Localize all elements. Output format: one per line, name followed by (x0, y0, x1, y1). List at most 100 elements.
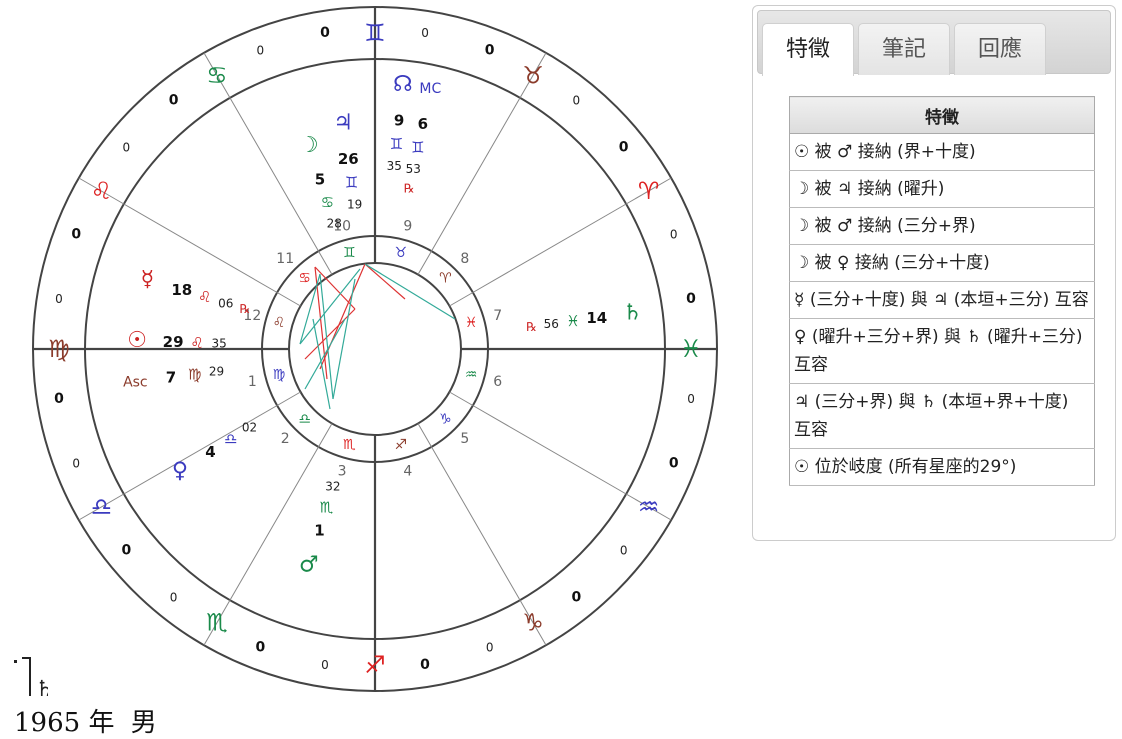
north-node-minutes: 35 (387, 159, 402, 173)
ascendant-degree: 7 (166, 369, 176, 387)
saturn-sign-icon: ♓ (566, 312, 579, 330)
sun-sign-icon: ♌ (190, 334, 203, 352)
house-cusp-line (123, 405, 278, 495)
cusp-degree: 0 (122, 141, 130, 155)
sign-glyph-icon: ♎ (91, 493, 113, 521)
table-row: ☽ 被 ♂ 接納 (三分+界) (789, 207, 1095, 245)
mc-icon: MC (419, 81, 441, 97)
aspect-line (304, 318, 346, 390)
mars-icon: ♂ (299, 553, 319, 578)
inner-sign-icon: ♌ (273, 315, 286, 331)
sign-boundary-line (203, 599, 231, 646)
cusp-degree: 0 (54, 391, 64, 407)
sign-boundary-line (203, 52, 231, 99)
north-node-sign-icon: ♊ (390, 135, 403, 153)
cusp-degree: 0 (257, 43, 265, 57)
cusp-degree: 0 (485, 42, 495, 58)
sun-degree: 29 (163, 333, 184, 351)
sign-glyph-icon: ♑ (522, 609, 544, 637)
cusp-degree: 0 (670, 227, 678, 241)
inner-sign-icon: ♓ (465, 315, 478, 331)
mars-sign-icon: ♏ (320, 499, 334, 517)
house-number: 5 (460, 431, 469, 447)
mc-degree: 6 (418, 115, 428, 133)
cusp-degree: 0 (72, 457, 80, 471)
sign-glyph-icon: ♓ (680, 335, 702, 363)
house-number: 6 (493, 374, 502, 390)
table-row: ♃ (三分+界) 與 ♄ (本垣+界+十度) 互容 (789, 383, 1095, 449)
sign-glyph-icon: ♉ (522, 61, 544, 89)
cusp-degree: 0 (686, 291, 696, 307)
house-number: 10 (333, 218, 351, 234)
north-node-degree: 9 (394, 111, 404, 129)
birth-year: 1965 (14, 708, 81, 738)
ascendant-icon: Asc (123, 375, 148, 391)
cusp-degree: 0 (170, 591, 178, 605)
gender: 男 (130, 708, 157, 738)
house-cusp-line (472, 203, 627, 293)
mc-sign-icon: ♊ (411, 139, 424, 157)
inner-sign-icon: ♏ (343, 437, 356, 453)
inner-sign-icon: ♑ (439, 411, 452, 427)
house-number: 2 (281, 431, 290, 447)
house-cusp-line (431, 97, 521, 252)
tab-bar: 特徵 筆記 回應 (757, 10, 1111, 76)
birth-caption: 1965 年 男 (14, 702, 157, 739)
house-number: 4 (403, 464, 412, 480)
sign-glyph-icon: ♌ (91, 177, 113, 205)
house-number: 12 (243, 308, 261, 324)
sign-glyph-icon: ♋ (206, 61, 228, 89)
inner-sign-icon: ♊ (343, 245, 356, 261)
tab-responses[interactable]: 回應 (954, 23, 1046, 75)
sun-icon: ☉ (127, 328, 147, 353)
table-row: ♀ (曜升+三分+界) 與 ♄ (曜升+三分) 互容 (789, 318, 1095, 384)
aspect-line (364, 263, 456, 320)
venus-sign-icon: ♎ (224, 430, 237, 448)
cusp-degree: 0 (669, 456, 679, 472)
aspect-line (364, 263, 406, 300)
table-row: ☽ 被 ♀ 接納 (三分+十度) (789, 244, 1095, 282)
mars-degree: 1 (314, 522, 324, 540)
sign-glyph-icon: ♒ (638, 493, 660, 521)
jupiter-icon: ♃ (333, 111, 353, 136)
year-unit: 年 (88, 708, 115, 738)
wheel-structure (32, 6, 718, 692)
features-panel: 特徵 筆記 回應 特徵 ☉ 被 ♂ 接納 (界+十度) ☽ 被 ♃ 接納 (曜升… (752, 5, 1116, 541)
house-cusp-line (472, 405, 627, 495)
mercury-retrograde-icon: ℞ (240, 302, 251, 316)
sign-boundary-line (625, 177, 672, 205)
table-header: 特徵 (789, 96, 1095, 134)
sign-glyph-icon: ♐ (364, 651, 386, 679)
cusp-degree: 0 (421, 26, 429, 40)
svg-text:♄: ♄ (35, 677, 48, 702)
ascendant-minutes: 29 (209, 364, 224, 378)
tab-features[interactable]: 特徵 (762, 23, 854, 76)
jupiter-sign-icon: ♊ (345, 174, 358, 192)
aspect-line (332, 278, 356, 400)
sign-glyph-icon: ♊ (364, 19, 386, 47)
house-cusp-tick (276, 292, 301, 307)
saturn-icon: ♄ (14, 657, 48, 702)
cusp-degree: 0 (255, 640, 265, 656)
mercury-minutes: 06 (218, 296, 233, 310)
table-row: ☉ 被 ♂ 接納 (界+十度) (789, 133, 1095, 171)
tab-notes[interactable]: 筆記 (858, 23, 950, 75)
sign-glyph-icon: ♈ (638, 177, 660, 205)
house-cusp-tick (318, 423, 333, 448)
cusp-degree: 0 (420, 657, 430, 673)
jupiter-minutes: 19 (347, 197, 362, 211)
house-cusp-tick (318, 250, 333, 275)
cusp-degree: 0 (320, 25, 330, 41)
cusp-degree: 0 (321, 658, 329, 672)
planet-placements: MC6♊53℞☊9♊35♃26♊19☽5♋28♄14♓56℞☿ 18 ♌ 06 ℞☉ 29… (123, 72, 642, 578)
inner-sign-ring: ♍ ♎ ♏ ♐ ♑ ♒ ♓ ♈ ♉ ♊ ♋ ♌ (273, 245, 478, 453)
mc-retrograde-icon: ℞ (404, 182, 415, 196)
inner-sign-icon: ♍ (273, 367, 286, 383)
venus-icon: ♀ (172, 458, 188, 483)
saturn-icon: ♄ (623, 300, 643, 325)
aspect-lines (299, 263, 456, 410)
aspect-line (299, 268, 361, 345)
house-cusp-tick (417, 250, 432, 275)
sign-boundary-line (519, 599, 547, 646)
